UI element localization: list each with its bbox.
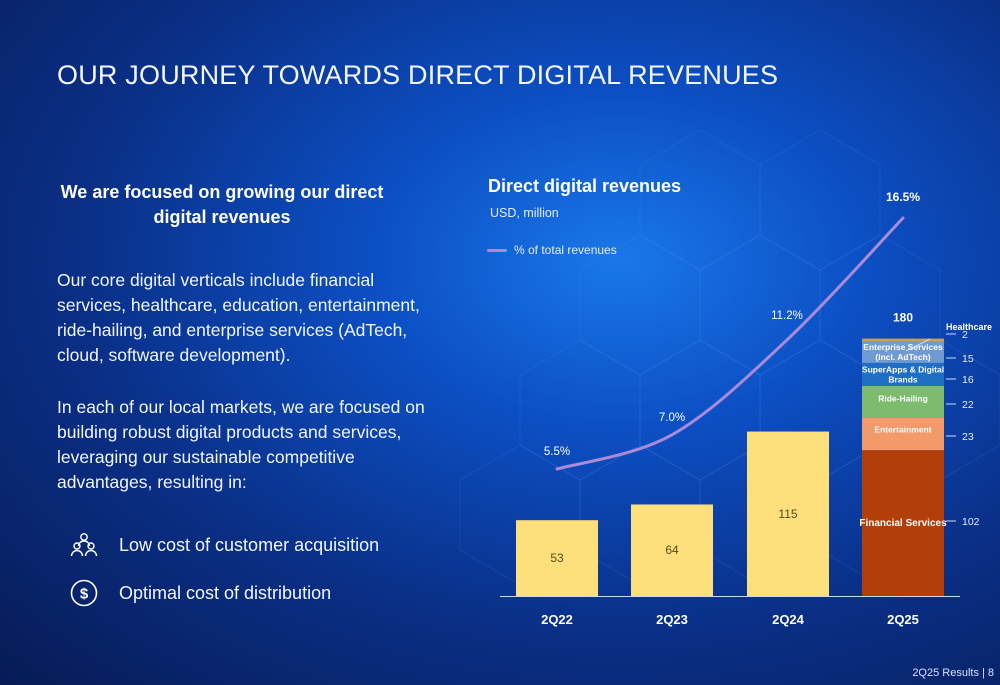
stack-segment-label: SuperApps & Digital Brands xyxy=(862,364,944,384)
chart-unit-label: USD, million xyxy=(490,206,559,220)
footer: 2Q25 Results | 8 xyxy=(912,667,994,679)
segment-value-label: 15 xyxy=(962,353,974,365)
bar-value-label: 53 xyxy=(550,551,564,565)
left-heading: We are focused on growing our direct dig… xyxy=(60,182,384,227)
x-tick-label: 2Q23 xyxy=(656,612,688,627)
stack-enterprise-services xyxy=(862,341,944,363)
legend-line-swatch xyxy=(487,248,507,252)
x-tick-label: 2Q25 xyxy=(887,612,919,627)
bar-2Q22 xyxy=(516,520,598,596)
percent-data-label: 5.5% xyxy=(544,446,570,458)
stack-segment-label: Financial Services xyxy=(859,518,947,529)
bullet-cost-distribution: $ Optimal cost of distribution xyxy=(70,578,331,608)
slide-title: OUR JOURNEY TOWARDS DIRECT DIGITAL REVEN… xyxy=(57,60,779,90)
stack-segment-label: Entertainment xyxy=(874,425,931,435)
bullet-customer-acquisition: Low cost of customer acquisition xyxy=(70,530,379,560)
page-number: 8 xyxy=(987,667,994,679)
total-value-label: 180 xyxy=(893,311,913,325)
segment-value-label: 16 xyxy=(962,374,974,386)
chart-title: Direct digital revenues xyxy=(488,176,682,196)
legend-label: % of total revenues xyxy=(514,243,617,257)
footer-label: 2Q25 Results | xyxy=(912,667,985,679)
x-tick-label: 2Q22 xyxy=(541,612,573,627)
bar-2Q24 xyxy=(747,431,829,596)
chart-legend: % of total revenues xyxy=(487,243,617,257)
percent-line-series xyxy=(555,216,905,471)
percent-data-label: 7.0% xyxy=(659,412,685,424)
bar-value-label: 64 xyxy=(665,543,679,557)
stack-segment-label: Ride-Hailing xyxy=(878,394,928,404)
stack-ride-hailing xyxy=(862,385,944,418)
people-group-icon xyxy=(70,533,98,557)
stack-healthcare xyxy=(862,338,944,342)
stack-segment-label: Enterprise Services (incl. AdTech) xyxy=(863,342,943,362)
paragraph-verticals: Our core digital verticals include finan… xyxy=(57,270,420,365)
paragraph-markets: In each of our local markets, we are foc… xyxy=(57,397,425,492)
segment-value-label: 102 xyxy=(962,516,980,528)
percent-data-label: 11.2% xyxy=(771,310,803,322)
healthcare-leader-line xyxy=(905,338,931,352)
x-tick-label: 2Q24 xyxy=(772,612,805,627)
bullet-text: Optimal cost of distribution xyxy=(119,582,332,603)
bar-value-label: 115 xyxy=(778,507,797,521)
bar-2Q23 xyxy=(631,504,713,596)
svg-text:$: $ xyxy=(80,586,89,603)
percent-data-label: 16.5% xyxy=(886,190,920,204)
stack-entertainment xyxy=(862,417,944,451)
dollar-coin-icon: $ xyxy=(70,579,98,607)
segment-value-label: 2 xyxy=(962,329,968,341)
bullet-text: Low cost of customer acquisition xyxy=(119,534,380,555)
healthcare-label: Healthcare xyxy=(946,322,992,332)
stack-superapps xyxy=(862,362,944,386)
stack-financial-services xyxy=(862,450,944,596)
segment-value-label: 22 xyxy=(962,399,974,411)
segment-value-label: 23 xyxy=(962,431,974,443)
